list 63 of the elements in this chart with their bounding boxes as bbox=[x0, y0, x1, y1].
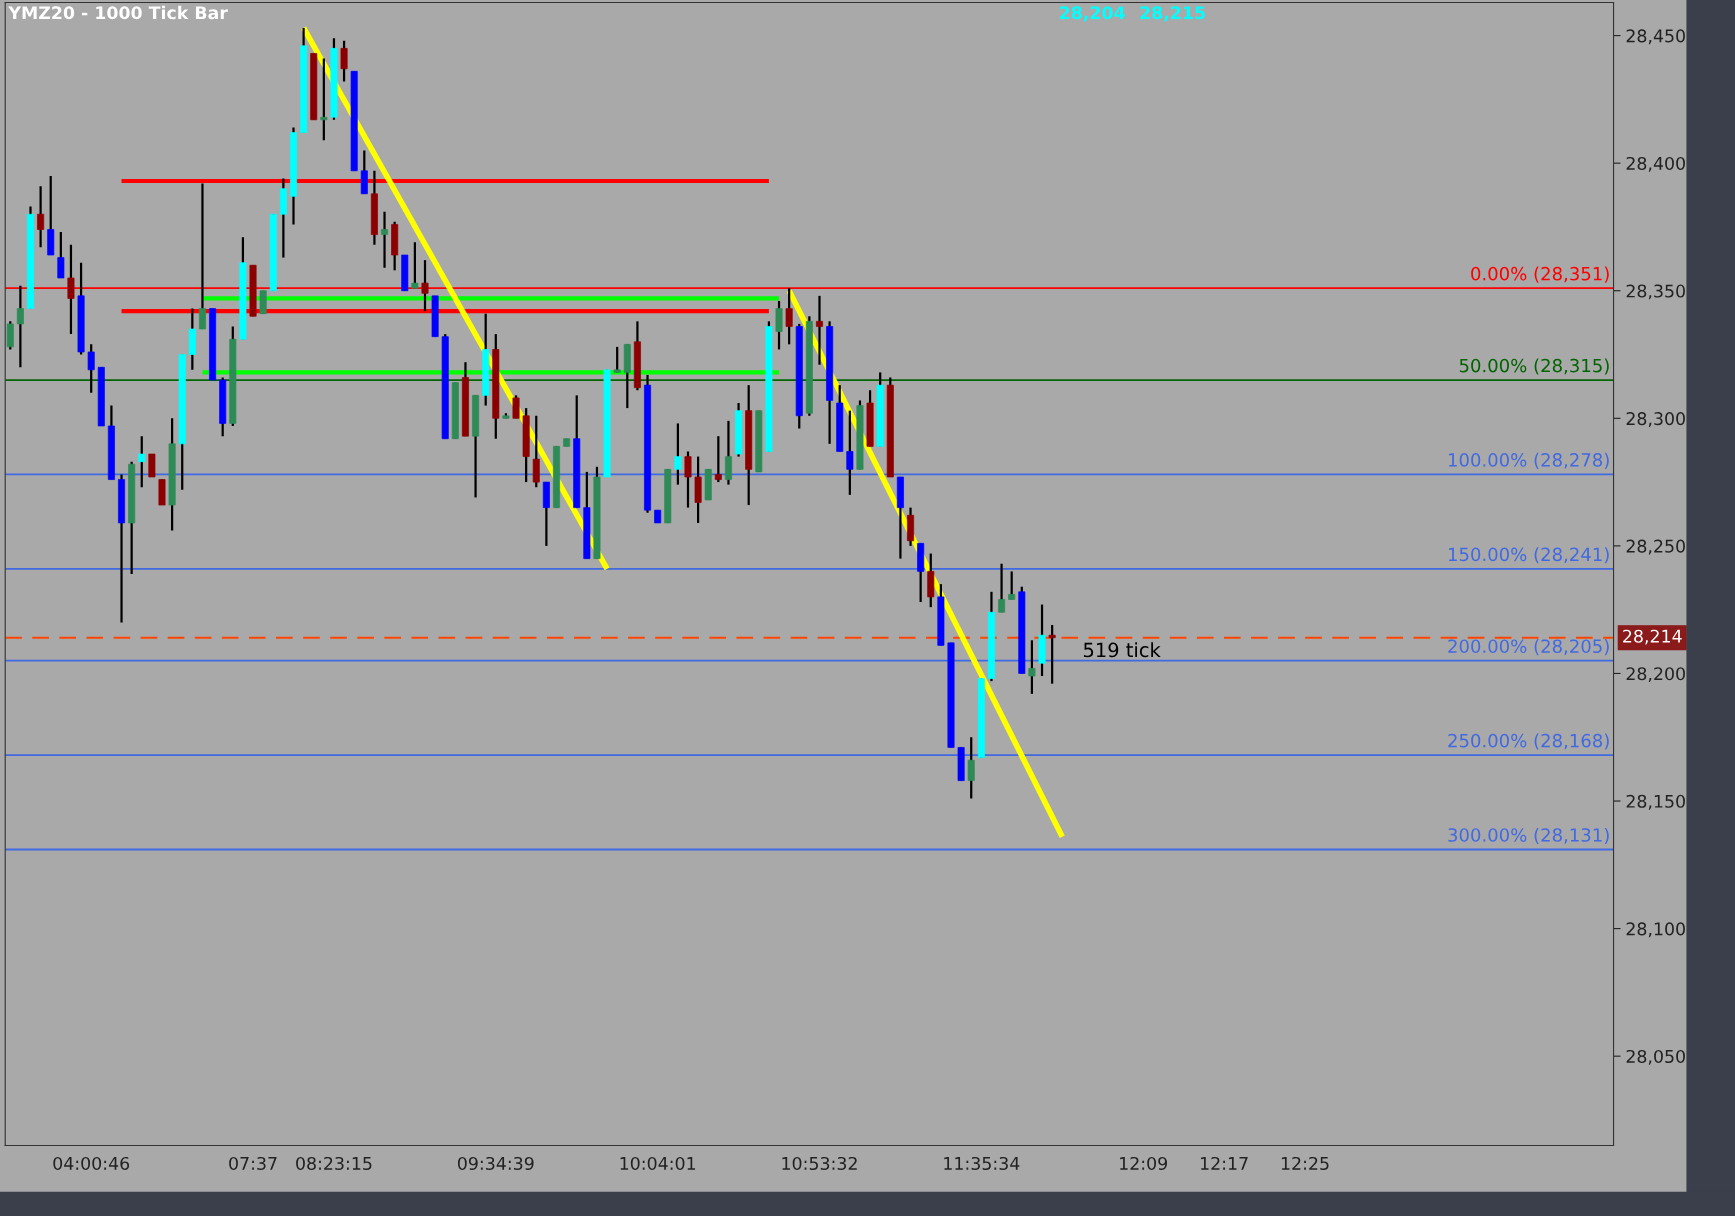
x-tick-label: 04:00:46 bbox=[53, 1156, 130, 1171]
candlestick bbox=[6, 320, 14, 351]
candlestick bbox=[148, 453, 156, 478]
candlestick bbox=[714, 435, 722, 484]
candlestick bbox=[512, 394, 520, 420]
candlestick bbox=[1008, 570, 1016, 601]
candlestick bbox=[37, 185, 45, 249]
candlestick bbox=[320, 57, 328, 142]
x-tick-label: 12:17 bbox=[1201, 1156, 1248, 1170]
y-tick-label: 28,250 bbox=[1626, 539, 1685, 555]
ref-line-label: 50.00% (28,315) bbox=[1459, 358, 1609, 375]
candlestick bbox=[340, 39, 348, 83]
annotation: 28,215 bbox=[1140, 6, 1205, 22]
candlestick bbox=[967, 736, 975, 800]
candlestick bbox=[411, 241, 419, 290]
ref-line-label: 300.00% (28,131) bbox=[1448, 827, 1609, 844]
candlestick bbox=[381, 210, 389, 269]
y-tick-label: 28,100 bbox=[1626, 922, 1685, 938]
candlestick bbox=[724, 419, 732, 486]
candlestick bbox=[816, 294, 823, 366]
y-tick-label: 28,300 bbox=[1626, 412, 1685, 427]
candlestick bbox=[16, 284, 24, 369]
x-tick-label: 12:25 bbox=[1281, 1156, 1329, 1171]
candlestick bbox=[67, 243, 75, 336]
candlestick bbox=[198, 182, 206, 331]
candlestick bbox=[57, 230, 65, 280]
chart-title: YMZ20 - 1000 Tick Bar bbox=[8, 5, 228, 20]
candlestick bbox=[785, 287, 793, 346]
candlestick bbox=[87, 343, 95, 394]
x-tick-label: 07:37 bbox=[229, 1156, 277, 1171]
candlestick bbox=[259, 289, 267, 315]
ref-line-label: 200.00% (28,205) bbox=[1448, 639, 1609, 656]
candlestick bbox=[1028, 639, 1036, 695]
x-tick-label: 11:35:34 bbox=[944, 1156, 1020, 1171]
candlestick bbox=[532, 414, 540, 489]
y-tick-label: 28,450 bbox=[1626, 29, 1685, 45]
candlestick bbox=[613, 345, 621, 374]
x-tick-label: 08:23:15 bbox=[296, 1156, 372, 1171]
y-tick-label: 28,350 bbox=[1626, 284, 1685, 300]
x-tick-label: 12:09 bbox=[1120, 1156, 1167, 1171]
x-tick-label: 10:04:01 bbox=[620, 1156, 696, 1171]
ref-line-label: 100.00% (28,278) bbox=[1448, 452, 1609, 469]
candlestick bbox=[360, 149, 368, 195]
y-tick-label: 28,050 bbox=[1626, 1049, 1685, 1065]
ref-line-label: 0.00% (28,351) bbox=[1471, 266, 1609, 283]
ref-line-label: 250.00% (28,168) bbox=[1448, 733, 1609, 750]
candlestick bbox=[421, 259, 429, 313]
candlestick bbox=[998, 562, 1006, 614]
candlestick bbox=[846, 409, 854, 496]
ref-line-label: 28,214 bbox=[1623, 629, 1682, 645]
x-tick-label: 09:34:39 bbox=[457, 1156, 534, 1171]
candlestick bbox=[674, 422, 682, 486]
y-tick-label: 28,150 bbox=[1626, 794, 1685, 810]
candlestick bbox=[138, 435, 146, 489]
annotation: 519 tick bbox=[1083, 642, 1161, 658]
candlestick bbox=[1048, 623, 1056, 685]
x-tick-label: 10:53:32 bbox=[782, 1156, 857, 1171]
candlestick bbox=[775, 299, 783, 351]
candlestick bbox=[684, 450, 692, 509]
y-tick-label: 28,200 bbox=[1626, 667, 1685, 683]
annotation: 28,204 bbox=[1060, 6, 1125, 22]
y-tick-label: 28,400 bbox=[1626, 156, 1685, 172]
ref-line-label: 150.00% (28,241) bbox=[1448, 547, 1609, 564]
